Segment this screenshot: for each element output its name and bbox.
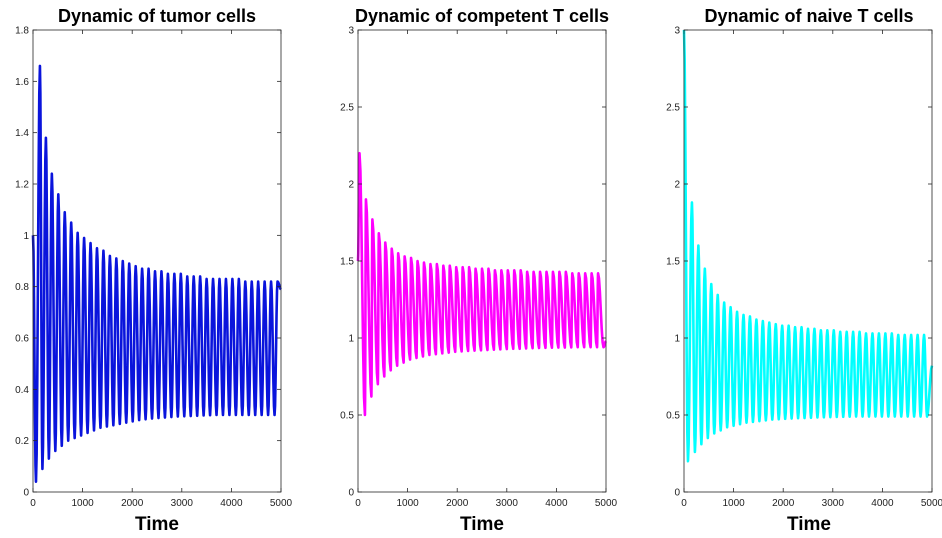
y-axis: 0 0.5 1 1.5 2 2.5 3 (666, 26, 932, 499)
y-tick-label: 1.8 (15, 26, 29, 37)
x-tick-label: 0 (30, 498, 36, 509)
y-tick-label: 0.8 (15, 282, 29, 293)
x-axis: 0 1000 2000 3000 4000 5000 (681, 30, 942, 509)
y-tick-label: 0 (23, 488, 29, 499)
x-tick-label: 2000 (772, 498, 795, 509)
x-tick-label: 1000 (722, 498, 745, 509)
y-tick-label: 3 (674, 26, 680, 37)
y-tick-label: 0.5 (340, 411, 354, 422)
x-tick-label: 3000 (171, 498, 194, 509)
x-axis-label: Time (135, 514, 179, 535)
x-tick-label: 2000 (446, 498, 469, 509)
x-tick-label: 1000 (71, 498, 94, 509)
x-axis-label: Time (787, 514, 831, 535)
y-tick-label: 2.5 (340, 103, 354, 114)
y-tick-label: 1 (23, 231, 29, 242)
series-line-naive-t-cells (682, 29, 934, 463)
x-axis: 0 1000 2000 3000 4000 5000 (30, 30, 293, 509)
x-tick-label: 5000 (270, 498, 293, 509)
chart-title: Dynamic of tumor cells (58, 6, 256, 26)
chart-tumor-cells: Dynamic of tumor cells 0 0.2 0.4 0.6 0.8 1 1.2… (15, 6, 292, 535)
y-tick-label: 1.6 (15, 77, 29, 88)
y-tick-label: 2.5 (666, 103, 680, 114)
x-tick-label: 3000 (822, 498, 845, 509)
x-tick-label: 4000 (871, 498, 894, 509)
y-tick-label: 0.4 (15, 385, 29, 396)
x-axis-label: Time (460, 514, 504, 535)
y-axis: 0 0.5 1 1.5 2 2.5 3 (340, 26, 606, 499)
y-tick-label: 0.2 (15, 436, 29, 447)
y-tick-label: 0 (348, 488, 354, 499)
y-tick-label: 0.5 (666, 411, 680, 422)
series-line-tumor-cells (31, 64, 282, 484)
chart-title: Dynamic of competent T cells (355, 6, 609, 26)
y-tick-label: 0.6 (15, 334, 29, 345)
y-tick-label: 3 (348, 26, 354, 37)
x-tick-label: 3000 (496, 498, 519, 509)
x-axis: 0 1000 2000 3000 4000 5000 (355, 30, 618, 509)
chart-title: Dynamic of naive T cells (704, 6, 913, 26)
y-tick-label: 2 (348, 180, 354, 191)
axes-box (357, 29, 607, 493)
y-tick-label: 1 (348, 334, 354, 345)
x-tick-label: 0 (355, 498, 361, 509)
y-tick-label: 1.5 (340, 257, 354, 268)
chart-naive-t-cells: Dynamic of naive T cells 0 0.5 1 1.5 2 2.5 3 0… (666, 6, 942, 535)
series-line-competent-t-cells (356, 151, 607, 417)
x-tick-label: 2000 (121, 498, 144, 509)
axes-box (32, 29, 282, 493)
y-tick-label: 2 (674, 180, 680, 191)
y-tick-label: 1.5 (666, 257, 680, 268)
x-tick-label: 4000 (220, 498, 243, 509)
chart-competent-t-cells: Dynamic of competent T cells 0 0.5 1 1.5 2 2.… (340, 6, 617, 535)
x-tick-label: 5000 (921, 498, 942, 509)
x-tick-label: 4000 (545, 498, 568, 509)
x-tick-label: 1000 (396, 498, 419, 509)
y-tick-label: 1 (674, 334, 680, 345)
y-axis: 0 0.2 0.4 0.6 0.8 1 1.2 1.4 1.6 1.8 (15, 26, 281, 499)
x-tick-label: 5000 (595, 498, 618, 509)
y-tick-label: 0 (674, 488, 680, 499)
y-tick-label: 1.4 (15, 128, 29, 139)
x-tick-label: 0 (681, 498, 687, 509)
y-tick-label: 1.2 (15, 180, 29, 191)
